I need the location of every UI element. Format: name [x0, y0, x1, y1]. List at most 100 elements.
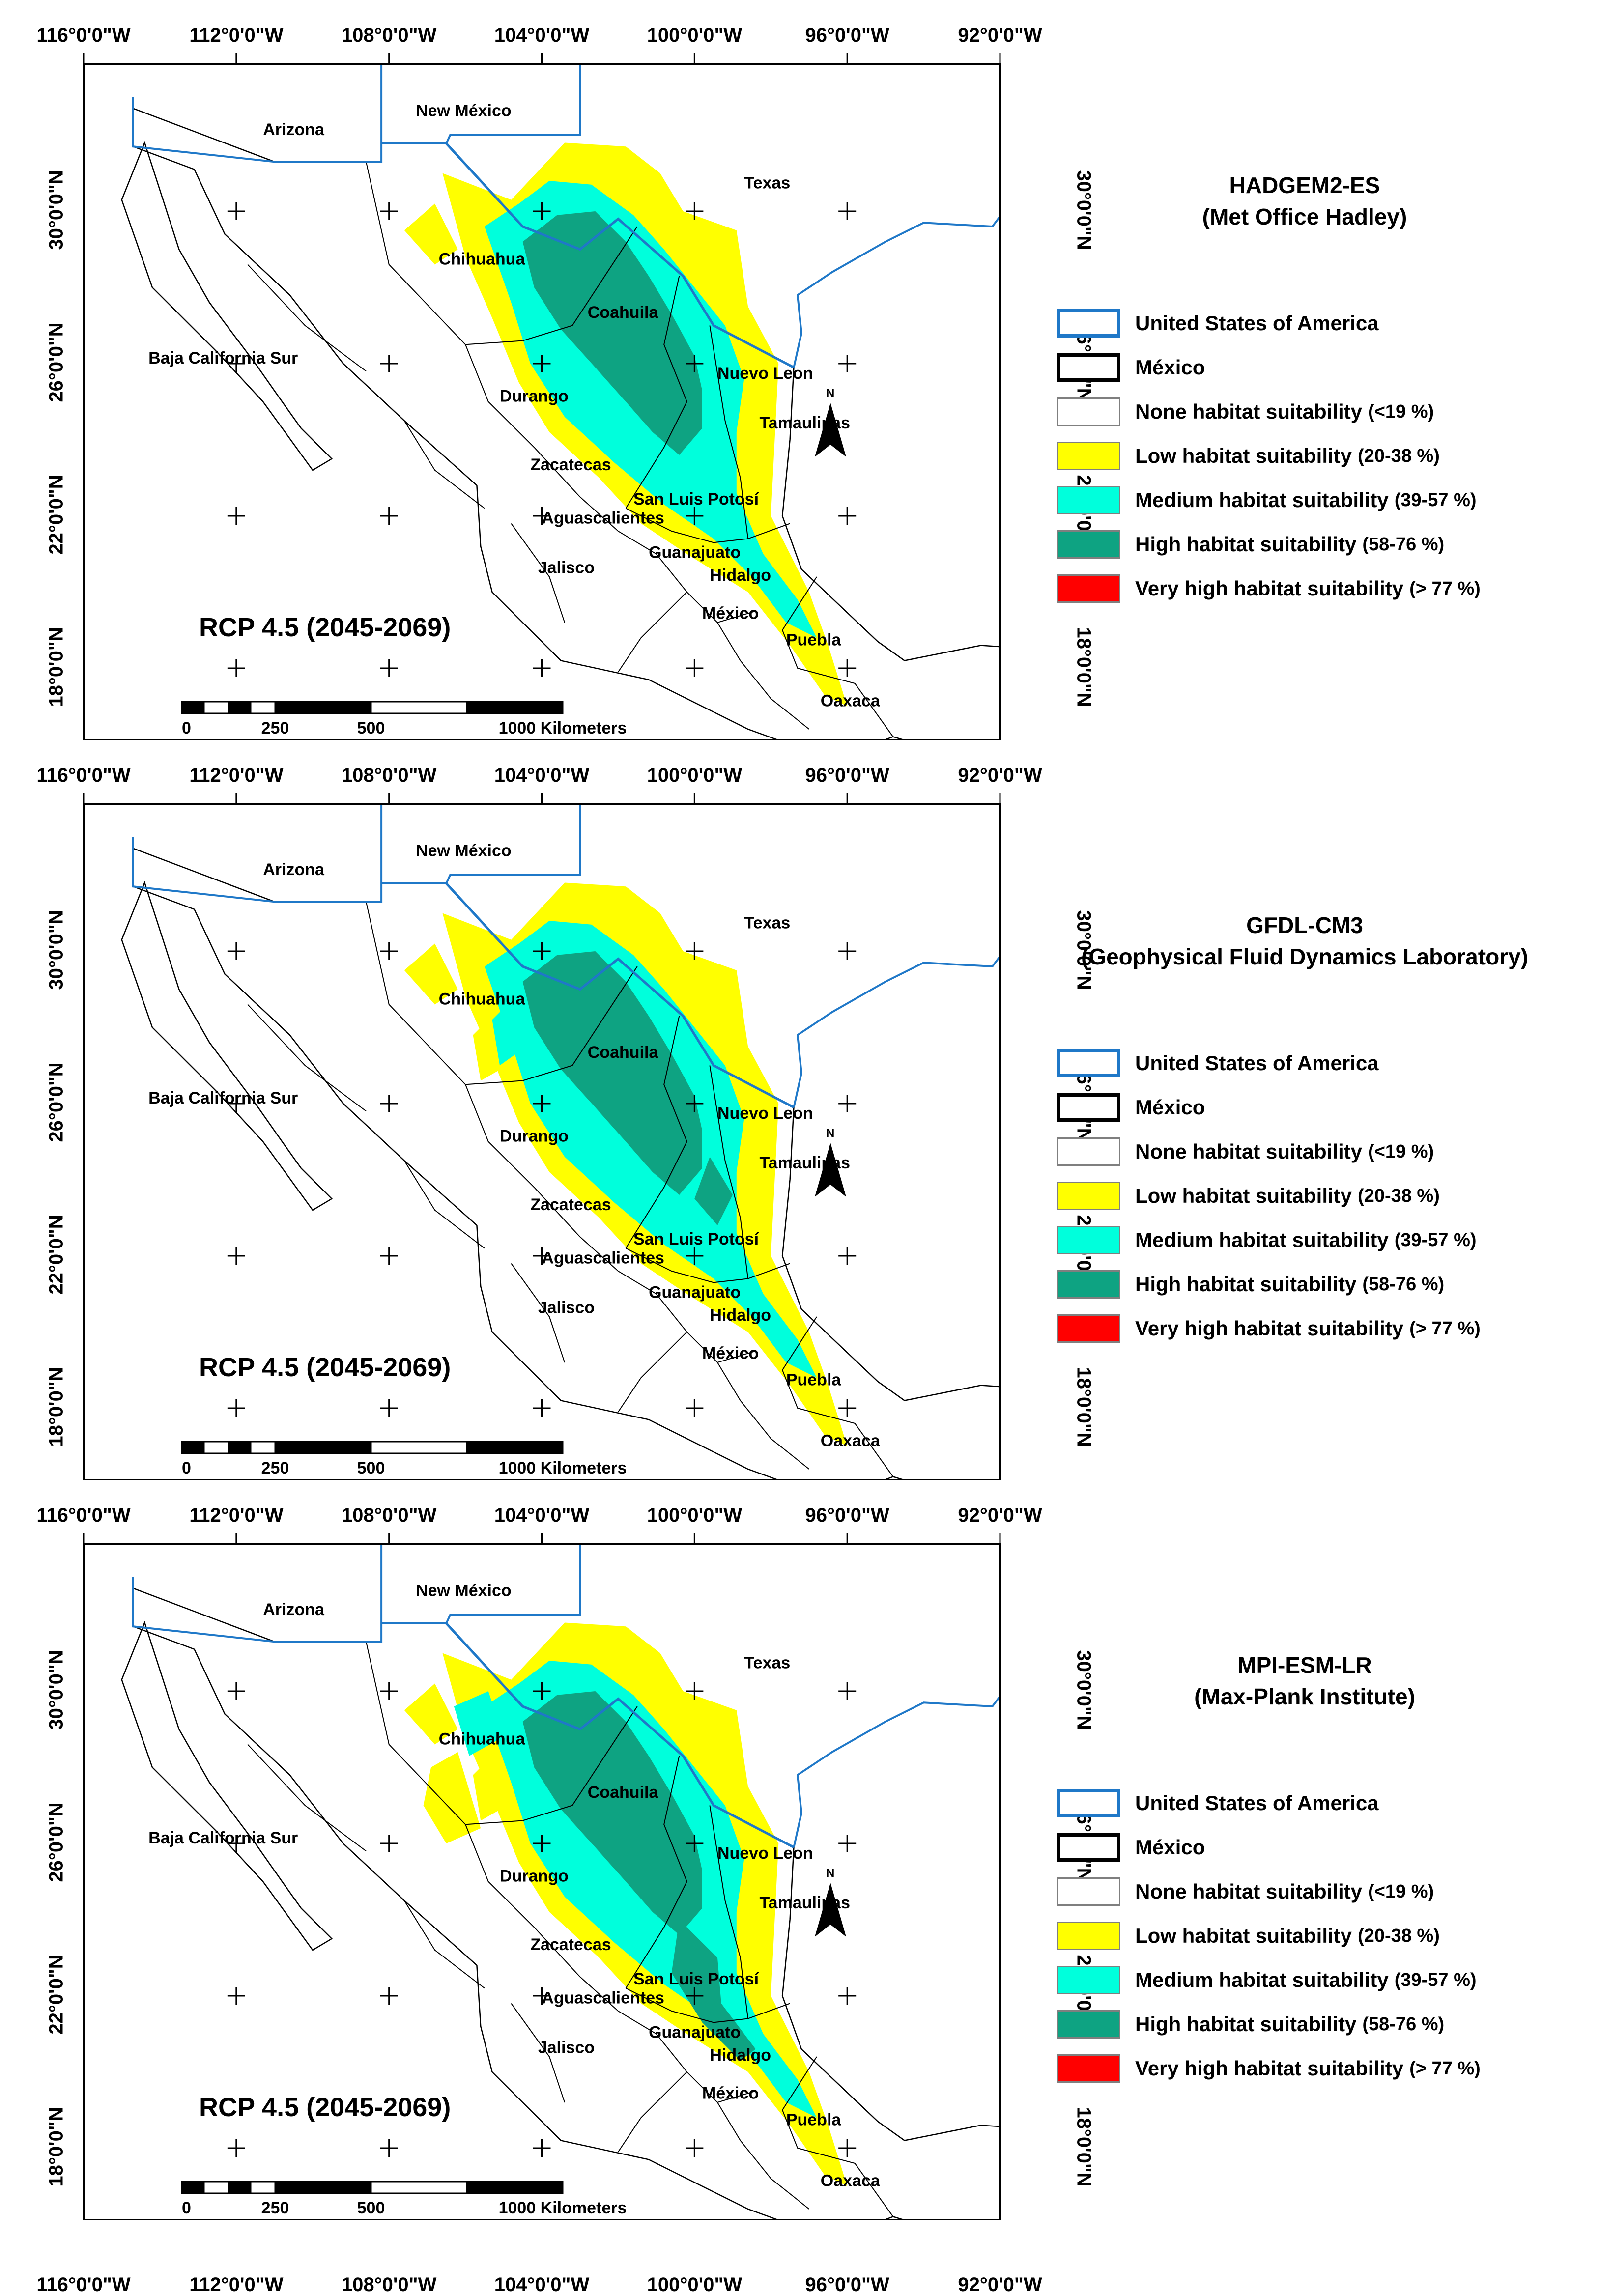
place-label-aguascalientes: Aguascalientes: [542, 509, 664, 528]
graticule-cross: [838, 1682, 857, 1700]
graticule-cross: [533, 1095, 551, 1112]
place-label-guanajuato: Guanajuato: [649, 543, 741, 562]
north-arrow-label: N: [826, 1127, 834, 1140]
map-canvas: Arizona New México Texas Chihuahua Coahuila B…: [83, 793, 1001, 1480]
legend-swatch: [1057, 353, 1120, 382]
place-label-puebla: Puebla: [786, 2111, 842, 2129]
legend-range: (> 77 %): [1409, 578, 1481, 599]
legend-label: México: [1135, 1096, 1205, 1119]
graticule-cross: [380, 1247, 398, 1265]
legend-swatch: [1057, 1877, 1120, 1906]
scale-bar: 0 250 500 1000 Kilometers: [181, 2181, 627, 2217]
state-boundary: [366, 161, 523, 345]
state-boundary: [579, 1976, 756, 2103]
state-boundary: [709, 325, 790, 539]
baja-california-outline: [121, 141, 333, 471]
place-label-baja-california-sur: Baja California Sur: [148, 1829, 298, 1847]
longitude-label-bottom: 112°0'0"W: [189, 2274, 284, 2296]
baja-california-outline: [121, 880, 333, 1211]
legend-label: México: [1135, 356, 1205, 379]
place-label-nuevo-leon: Nuevo Leon: [717, 1844, 813, 1863]
legend-swatch: [1057, 442, 1120, 470]
graticule-cross: [838, 1399, 857, 1417]
legend-item: Low habitat suitability (20-38 %): [1057, 440, 1440, 472]
graticule-cross: [380, 942, 398, 960]
graticule-cross: [227, 1682, 245, 1700]
us-state-boundary: [381, 804, 581, 884]
place-label-arizona: Arizona: [263, 860, 325, 879]
place-label-san-luis-potosi: San Luis Potosí: [633, 1970, 760, 1988]
legend-swatch: [1057, 1093, 1120, 1122]
state-boundary: [626, 508, 748, 543]
graticule-cross: [838, 1247, 857, 1265]
place-label-hidalgo: Hidalgo: [710, 2046, 771, 2065]
legend-swatch: [1057, 397, 1120, 426]
state-boundary: [511, 2003, 566, 2103]
legend-item: Very high habitat suitability (> 77 %): [1057, 2052, 1481, 2085]
longitude-label: 96°0'0"W: [805, 25, 889, 46]
state-boundary: [709, 1805, 790, 2019]
graticule-cross: [227, 659, 245, 677]
state-boundary: [247, 1744, 367, 1852]
scale-label: 500: [357, 719, 385, 737]
scale-label: 0: [182, 719, 191, 737]
place-label-oaxaca: Oaxaca: [821, 1432, 881, 1450]
graticule-cross: [227, 2139, 245, 2157]
legend-label: Low habitat suitability: [1135, 1184, 1352, 1207]
legend-item: México: [1057, 1831, 1205, 1864]
place-label-chihuahua: Chihuahua: [439, 1730, 526, 1749]
legend-swatch: [1057, 1789, 1120, 1817]
legend-range: (20-38 %): [1358, 445, 1440, 466]
place-label-chihuahua: Chihuahua: [439, 990, 526, 1009]
graticule-cross: [686, 942, 704, 960]
map-canvas: Arizona New México Texas Chihuahua Coahuila B…: [83, 1533, 1001, 2220]
legend-range: (58-76 %): [1362, 2013, 1445, 2035]
us-state-boundary: [132, 804, 383, 903]
state-boundary: [717, 622, 810, 730]
low-suitability-patch: [404, 943, 458, 1005]
legend-label: Medium habitat suitability: [1135, 1228, 1389, 1251]
place-label-hidalgo: Hidalgo: [710, 566, 771, 585]
state-boundary: [511, 1263, 566, 1363]
low-suitability-patch: [404, 203, 458, 265]
state-boundary: [403, 1900, 485, 1989]
state-boundary: [717, 1362, 810, 1470]
legend-item: High habitat suitability (58-76 %): [1057, 1268, 1444, 1301]
legend-swatch: [1057, 1966, 1120, 1994]
scale-label: 1000 Kilometers: [499, 719, 627, 737]
graticule-cross: [227, 202, 245, 220]
scale-label: 0: [182, 1459, 191, 1477]
graticule-cross: [533, 1835, 551, 1852]
longitude-label: 116°0'0"W: [36, 1504, 131, 1526]
legend-range: (58-76 %): [1362, 1274, 1445, 1295]
legend-label: United States of America: [1135, 1051, 1379, 1075]
scenario-label: RCP 4.5 (2045-2069): [199, 613, 451, 642]
state-boundary: [626, 1247, 748, 1283]
state-boundary: [465, 1824, 580, 1977]
place-label-jalisco: Jalisco: [538, 2038, 595, 2057]
scenario-label: RCP 4.5 (2045-2069): [199, 1353, 451, 1382]
longitude-label: 104°0'0"W: [494, 25, 590, 46]
place-label-arizona: Arizona: [263, 1600, 325, 1619]
legend-label: None habitat suitability: [1135, 400, 1363, 423]
legend-range: (<19 %): [1368, 1881, 1434, 1902]
state-boundary: [522, 966, 638, 1081]
legend-item: High habitat suitability (58-76 %): [1057, 528, 1444, 561]
legend-swatch: [1057, 1226, 1120, 1254]
legend-item: None habitat suitability (<19 %): [1057, 396, 1434, 428]
legend-label: United States of America: [1135, 1791, 1379, 1814]
legend-label: United States of America: [1135, 312, 1379, 335]
graticule-cross: [227, 355, 245, 372]
legend-range: (20-38 %): [1358, 1925, 1440, 1946]
legend-item: Low habitat suitability (20-38 %): [1057, 1920, 1440, 1952]
graticule-cross: [380, 507, 398, 525]
baja-california-outline: [121, 1620, 333, 1951]
graticule-cross: [686, 1987, 704, 2005]
place-label-san-luis-potosi: San Luis Potosí: [633, 490, 760, 509]
north-arrow: N: [815, 387, 846, 457]
graticule-cross: [686, 2139, 704, 2157]
north-arrow: N: [815, 1867, 846, 1937]
graticule-cross: [380, 2139, 398, 2157]
state-boundary: [618, 592, 687, 673]
legend-swatch: [1057, 1182, 1120, 1210]
